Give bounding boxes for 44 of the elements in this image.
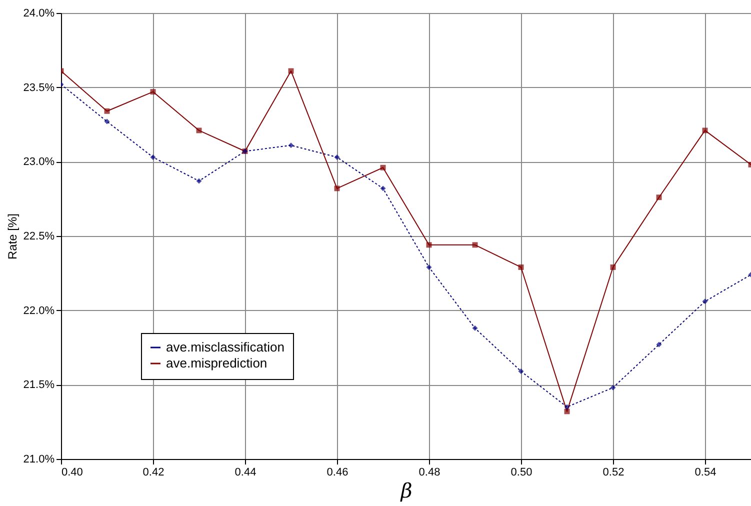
- x-tick-label: 0.46: [326, 466, 348, 478]
- x-tick-label: 0.44: [234, 466, 256, 478]
- point: [610, 264, 616, 270]
- legend-label: ave.misprediction: [166, 356, 268, 370]
- y-tick-label: 24.0%: [23, 8, 55, 20]
- x-axis-title: β: [400, 478, 412, 502]
- point: [288, 68, 294, 74]
- legend-label: ave.misclassification: [166, 340, 284, 354]
- y-tick-label: 21.0%: [23, 454, 55, 466]
- x-tick-label: 0.48: [418, 466, 440, 478]
- point: [334, 186, 340, 192]
- point: [656, 342, 662, 348]
- point: [656, 194, 662, 200]
- point: [426, 264, 432, 270]
- y-tick-label: 23.5%: [23, 82, 55, 94]
- point: [518, 368, 524, 374]
- point: [196, 178, 202, 184]
- point: [104, 118, 110, 124]
- point: [288, 142, 294, 148]
- point: [610, 384, 616, 390]
- point: [150, 154, 156, 160]
- y-tick-label: 23.0%: [23, 156, 55, 168]
- x-tick-label: 0.54: [694, 466, 716, 478]
- point: [380, 164, 386, 170]
- point: [426, 242, 432, 248]
- point: [702, 298, 708, 304]
- x-tick-label: 0.42: [142, 466, 164, 478]
- x-tick-label: 0.40: [62, 466, 83, 478]
- x-tick-label: 0.50: [510, 466, 532, 478]
- point: [564, 404, 570, 410]
- point: [150, 89, 156, 95]
- y-tick-label: 22.5%: [23, 230, 55, 242]
- point: [702, 128, 708, 134]
- point: [472, 242, 478, 248]
- x-tick-label: 0.52: [602, 466, 624, 478]
- point: [518, 264, 524, 270]
- point: [104, 108, 110, 114]
- point: [334, 154, 340, 160]
- point: [196, 128, 202, 134]
- point: [472, 325, 478, 331]
- y-tick-label: 21.5%: [23, 379, 55, 392]
- point: [380, 186, 386, 192]
- y-axis-title: Rate [%]: [5, 213, 20, 260]
- y-tick-label: 22.0%: [23, 304, 55, 317]
